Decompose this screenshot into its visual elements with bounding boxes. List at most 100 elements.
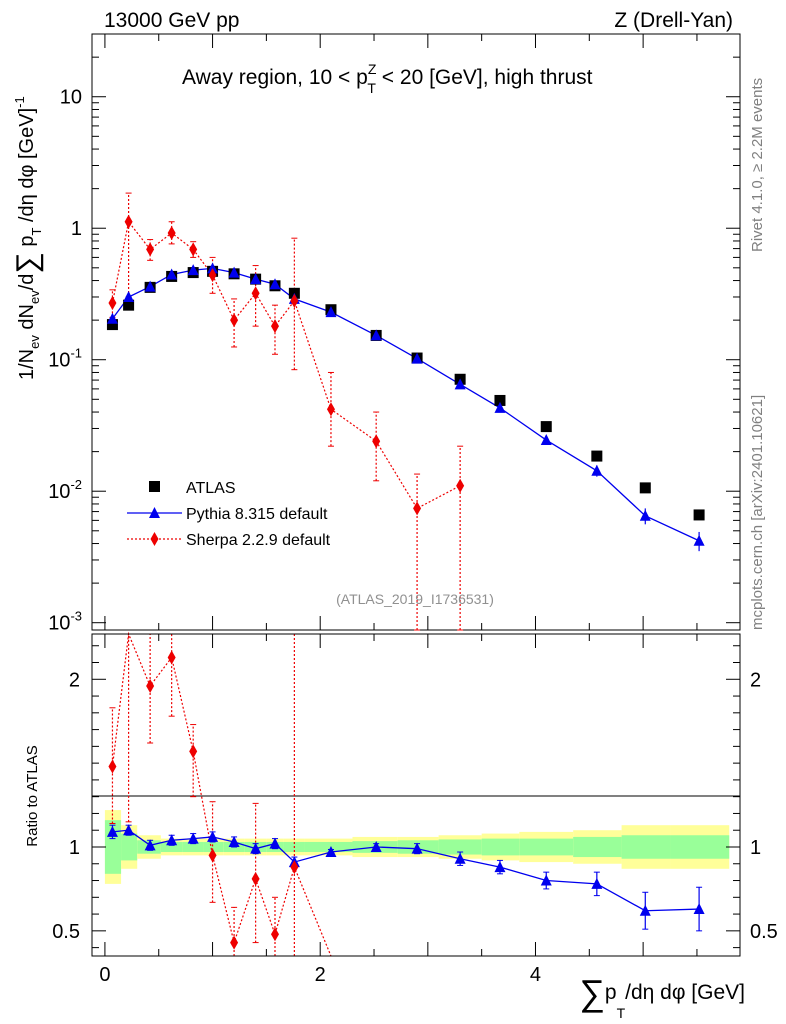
ratio-pythia-point xyxy=(411,842,423,854)
main-ytick-label: 10 xyxy=(60,87,82,109)
ratio-sherpa-point xyxy=(146,678,155,693)
main-ytick-base: 10 xyxy=(60,87,82,109)
ylabel-part-a: 1/N xyxy=(16,349,38,380)
ratio-band-green xyxy=(438,839,482,855)
ratio-axis-ticks: 0.5 0.5 1 1 2 2 0 2 4 xyxy=(52,634,778,986)
ratio-sherpa-point xyxy=(108,759,117,774)
analysis-watermark: (ATLAS_2019_I1736531) xyxy=(336,591,494,607)
atlas-point xyxy=(591,450,603,462)
title-text-b: < 20 [GeV], high thrust xyxy=(376,66,593,89)
main-ytick-label: 10-2 xyxy=(48,477,82,503)
ratio-pythia-point xyxy=(540,874,552,886)
ratio-xtick-label: 0 xyxy=(99,964,110,986)
ratio-pythia-point xyxy=(187,832,199,844)
ylabel-sub-ev2: ev xyxy=(27,290,42,304)
pythia-point xyxy=(166,268,178,280)
ylabel-part-d: p xyxy=(16,236,38,253)
ratio-ylabel: Ratio to ATLAS xyxy=(24,745,41,846)
pythia-point xyxy=(494,401,506,413)
ratio-pythia-point xyxy=(166,834,178,846)
ratio-ytick-label-right: 0.5 xyxy=(750,921,778,943)
ylabel-sub-t: T xyxy=(29,228,44,236)
ratio-sherpa-point xyxy=(290,860,299,875)
sherpa-point xyxy=(251,286,260,301)
sherpa-line xyxy=(111,220,461,510)
header-right: Z (Drell-Yan) xyxy=(614,9,733,32)
legend-marker-pythia xyxy=(149,507,160,518)
ratio-pythia-point xyxy=(693,903,705,915)
pythia-point xyxy=(269,278,281,290)
ratio-pythia-point xyxy=(123,824,135,836)
ratio-panel: 0.5 0.5 1 1 2 2 0 2 4 Ratio to ATLAS ∑pT/dη dφ [… xyxy=(24,631,778,1021)
pythia-point xyxy=(591,464,603,476)
ratio-ytick-label-right: 1 xyxy=(750,837,761,859)
pythia-point xyxy=(411,352,423,364)
ylabel-sub-ev1: ev xyxy=(27,335,42,349)
legend-label-atlas: ATLAS xyxy=(186,480,236,497)
ylabel-part-e: /dη dφ [GeV] xyxy=(16,108,38,228)
ratio-sherpa-point xyxy=(189,744,198,759)
sherpa-point xyxy=(456,478,465,493)
xlabel-rest: /dη dφ [GeV] xyxy=(625,981,745,1004)
ratio-pythia-point xyxy=(370,840,382,852)
sherpa-point xyxy=(290,293,299,308)
sherpa-point xyxy=(208,268,217,283)
legend-label-sherpa: Sherpa 2.2.9 default xyxy=(186,532,331,549)
atlas-point xyxy=(106,319,118,331)
pythia-point xyxy=(123,290,135,302)
ratio-pythia-point xyxy=(228,835,240,847)
sherpa-point xyxy=(146,242,155,257)
ratio-pythia-point xyxy=(207,830,219,842)
ratio-band-green xyxy=(121,833,138,861)
ratio-pythia-point xyxy=(144,839,156,851)
ratio-pythia-point xyxy=(325,846,337,858)
sherpa-point xyxy=(124,214,133,229)
ratio-sherpa-line xyxy=(111,631,332,957)
pythia-point xyxy=(325,306,337,318)
ratio-xtick-label: 4 xyxy=(530,964,541,986)
ratio-band-green xyxy=(203,841,224,853)
ratio-band-green xyxy=(519,838,574,856)
main-ytick-base: 10 xyxy=(48,350,70,372)
sherpa-point xyxy=(270,319,279,334)
title-superscript: Z xyxy=(368,61,377,77)
ratio-ytick-label-left: 0.5 xyxy=(52,921,80,943)
ratio-band-green xyxy=(182,841,204,853)
sherpa-point xyxy=(413,501,422,516)
pythia-point xyxy=(207,262,219,274)
pythia-line xyxy=(111,267,700,542)
main-ytick-base: 1 xyxy=(71,218,82,240)
ratio-band-green xyxy=(481,838,520,856)
main-ytick-base: 10 xyxy=(48,481,70,503)
legend-label-pythia: Pythia 8.315 default xyxy=(186,506,328,523)
main-ytick-exponent: -2 xyxy=(70,477,82,492)
ratio-pythia-point xyxy=(454,852,466,864)
ratio-xlabel: ∑pT/dη dφ [GeV] xyxy=(579,972,745,1021)
pythia-point xyxy=(250,273,262,285)
main-ytick-base: 10 xyxy=(48,613,70,635)
legend-marker-atlas xyxy=(149,481,160,492)
pythia-point xyxy=(639,509,651,521)
sherpa-point xyxy=(189,242,198,257)
atlas-point xyxy=(540,421,552,433)
atlas-point xyxy=(639,482,651,494)
ratio-band-green xyxy=(670,835,730,859)
pythia-point xyxy=(228,266,240,278)
xlabel-sub-t: T xyxy=(617,1005,626,1021)
ratio-panel-frame xyxy=(91,633,741,957)
ylabel-sigma: ∑ xyxy=(11,252,44,273)
ratio-uncertainty-bands xyxy=(104,810,730,884)
atlas-point xyxy=(123,299,135,311)
ratio-sherpa-point xyxy=(208,848,217,863)
pythia-point xyxy=(144,280,156,292)
pythia-point xyxy=(106,312,118,324)
xlabel-p: p xyxy=(605,981,617,1004)
main-ytick-exponent: -1 xyxy=(70,346,82,361)
ylabel-part-b: dN xyxy=(16,304,38,335)
ratio-sherpa-point xyxy=(270,927,279,942)
main-ytick-label: 10-1 xyxy=(48,346,82,372)
ratio-sherpa-point xyxy=(230,935,239,950)
